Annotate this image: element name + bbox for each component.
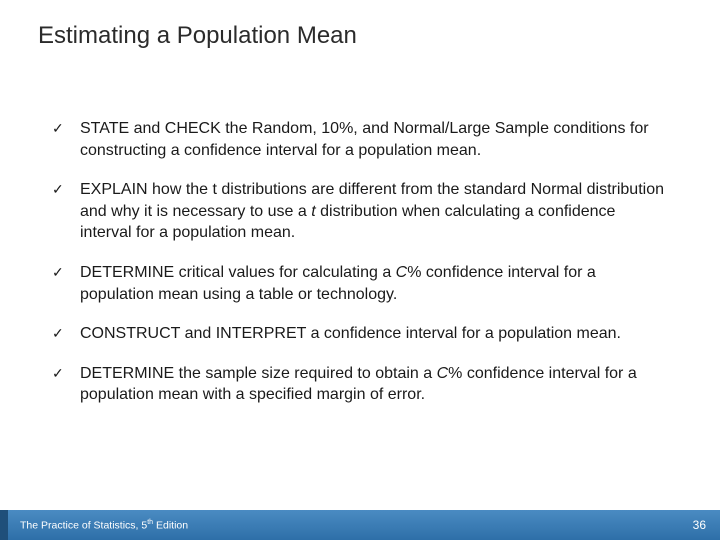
bullet-list: STATE and CHECK the Random, 10%, and Nor… — [52, 118, 668, 406]
bullet-item: DETERMINE critical values for calculatin… — [52, 262, 668, 305]
slide: Estimating a Population Mean STATE and C… — [0, 0, 720, 540]
footer-accent-bar — [0, 510, 8, 540]
slide-content: STATE and CHECK the Random, 10%, and Nor… — [0, 50, 720, 540]
bullet-item: EXPLAIN how the t distributions are diff… — [52, 179, 668, 244]
slide-title: Estimating a Population Mean — [0, 0, 720, 50]
slide-footer: The Practice of Statistics, 5th Edition … — [0, 510, 720, 540]
footer-book-title: The Practice of Statistics, 5th Edition — [20, 519, 188, 532]
footer-book-prefix: The Practice of Statistics, 5 — [20, 519, 147, 531]
page-number: 36 — [693, 518, 706, 532]
bullet-item: DETERMINE the sample size required to ob… — [52, 363, 668, 406]
footer-book-suffix: Edition — [153, 519, 188, 531]
bullet-item: STATE and CHECK the Random, 10%, and Nor… — [52, 118, 668, 161]
bullet-item: CONSTRUCT and INTERPRET a confidence int… — [52, 323, 668, 345]
